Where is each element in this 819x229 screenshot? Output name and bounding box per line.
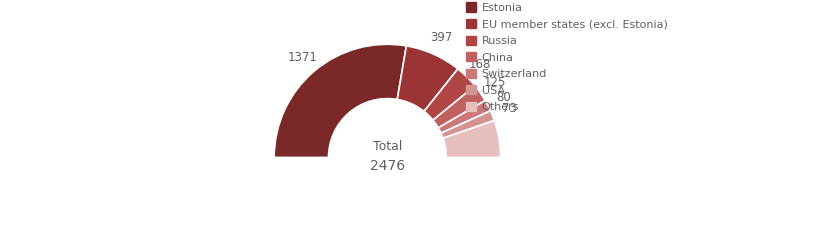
Text: 168: 168 [468,57,491,71]
Text: 73: 73 [501,102,516,115]
Text: 1371: 1371 [287,51,317,64]
Wedge shape [442,120,500,158]
Text: 80: 80 [496,91,511,104]
Wedge shape [437,101,490,133]
Text: 397: 397 [429,31,451,44]
Wedge shape [423,69,474,120]
Wedge shape [396,46,457,111]
Wedge shape [441,111,494,138]
Text: 125: 125 [483,76,506,89]
Wedge shape [274,44,406,158]
Legend: Estonia, EU member states (excl. Estonia), Russia, China, Switzerland, USA, Othe: Estonia, EU member states (excl. Estonia… [462,0,670,115]
Text: 2476: 2476 [369,159,405,174]
Text: Total: Total [372,140,401,153]
Wedge shape [432,86,485,128]
